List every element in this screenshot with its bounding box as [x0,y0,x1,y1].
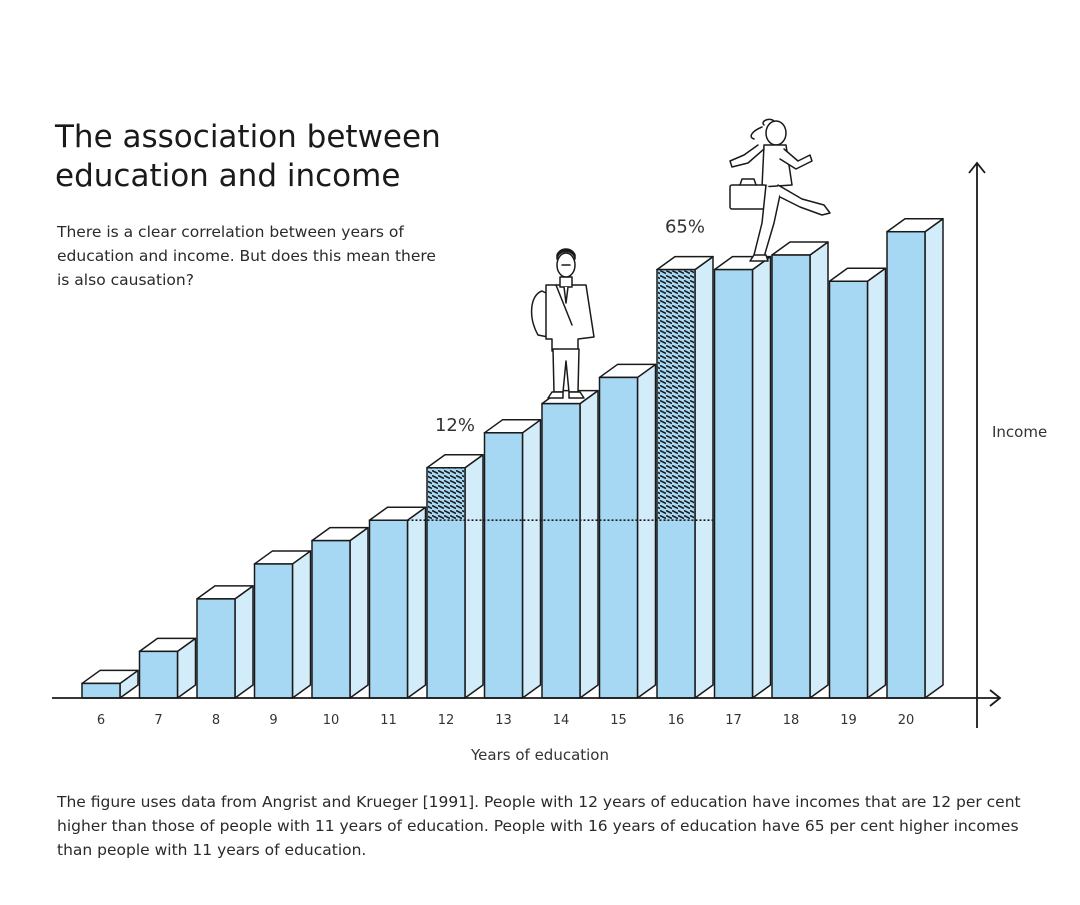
x-tick-16: 16 [668,713,685,728]
x-tick-9: 9 [269,713,277,728]
x-axis-arrow-icon [989,689,1002,707]
x-tick-12: 12 [438,713,455,728]
y-axis-label: Income [992,423,1047,441]
chart-subtitle: There is a clear correlation between yea… [57,223,436,289]
x-tick-18: 18 [783,713,800,728]
x-tick-labels: 6 7 8 9 10 11 12 13 14 15 16 17 18 19 20 [97,713,914,728]
x-tick-15: 15 [610,713,627,728]
bar-9 [253,550,312,699]
x-tick-10: 10 [323,713,340,728]
x-tick-8: 8 [212,713,220,728]
x-tick-11: 11 [380,713,397,728]
bar-11 [368,506,427,699]
person-running-icon [729,118,831,262]
bar-15 [598,363,657,699]
x-tick-19: 19 [840,713,857,728]
bar-17 [713,255,772,699]
bar-12 [426,454,484,699]
bar-20 [886,217,944,699]
annotation-12-percent: 12% [435,415,475,436]
bar-7 [138,637,197,699]
bar-18 [771,241,829,699]
bar-16 [656,255,714,699]
bar-14 [541,389,599,699]
x-axis-label: Years of education [470,746,609,764]
annotation-65-percent: 65% [665,217,705,238]
bar-6 [81,669,139,699]
bar-19 [828,267,887,699]
bars-layer [81,217,944,699]
figure-footnote: The figure uses data from Angrist and Kr… [57,793,1021,859]
y-axis-arrow-icon [968,161,986,174]
bar-8 [196,585,254,699]
x-tick-17: 17 [725,713,742,728]
bar-13 [483,419,542,699]
chart-title: The association between education and in… [55,119,441,194]
x-tick-14: 14 [553,713,570,728]
x-tick-6: 6 [97,713,105,728]
person-standing-icon [530,248,595,399]
bar-10 [311,526,369,699]
x-tick-20: 20 [898,713,915,728]
x-tick-7: 7 [154,713,162,728]
x-tick-13: 13 [495,713,512,728]
